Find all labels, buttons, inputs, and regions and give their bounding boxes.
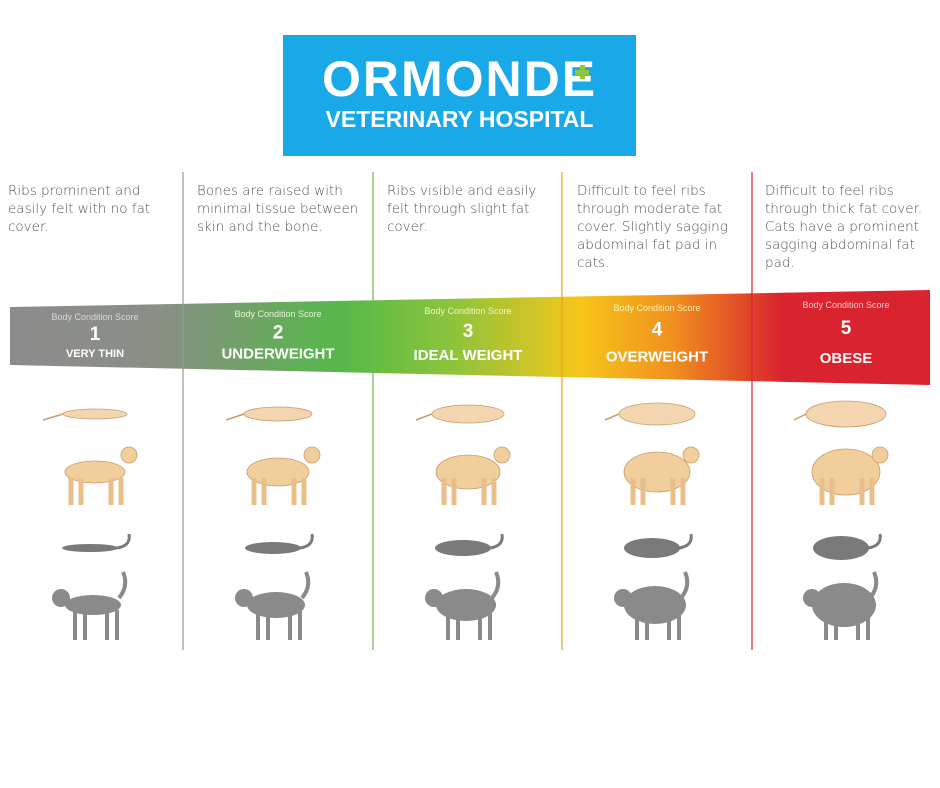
- cat-head: [235, 589, 253, 607]
- dog-head: [871, 446, 889, 464]
- score-label: Body Condition Score: [424, 306, 511, 316]
- score-label: Body Condition Score: [613, 303, 700, 313]
- dog-top: [805, 400, 887, 428]
- cat-body: [247, 592, 305, 618]
- dog-head: [303, 446, 321, 464]
- score-name: UNDERWEIGHT: [221, 346, 334, 363]
- score-label: Body Condition Score: [51, 312, 138, 322]
- cat-tail: [117, 571, 128, 600]
- score-band: [10, 290, 930, 385]
- logo-title: ORMONDE: [321, 51, 598, 107]
- cat-head: [52, 589, 70, 607]
- score-name: VERY THIN: [66, 348, 124, 360]
- cat-body: [436, 589, 496, 621]
- cat-tail: [489, 533, 504, 550]
- dog-tail: [42, 413, 64, 421]
- cat-tail: [116, 533, 131, 550]
- score-name: OBESE: [820, 350, 873, 367]
- description: Difficult to feel ribs through moderate …: [577, 183, 728, 271]
- description: Ribs prominent and easily felt with no f…: [8, 183, 151, 235]
- cat-tail: [300, 571, 311, 600]
- cat-top: [624, 538, 680, 558]
- dog-head: [682, 446, 700, 464]
- cat-head: [803, 589, 821, 607]
- dog-head: [120, 446, 138, 464]
- logo-subtitle: VETERINARY HOSPITAL: [325, 106, 594, 132]
- cat-tail: [299, 533, 314, 550]
- cat-tail: [678, 533, 693, 550]
- score-name: OVERWEIGHT: [606, 349, 708, 366]
- cat-tail: [868, 571, 879, 600]
- score-label: Body Condition Score: [234, 309, 321, 319]
- score-number: 1: [90, 324, 101, 345]
- dog-tail: [415, 413, 433, 421]
- cat-tail: [490, 571, 501, 600]
- cat-top: [435, 540, 491, 556]
- dog-body: [64, 460, 126, 484]
- cat-head: [614, 589, 632, 607]
- dog-tail: [604, 413, 620, 421]
- cat-top: [245, 542, 301, 554]
- cat-head: [425, 589, 443, 607]
- cat-top: [813, 536, 869, 560]
- cat-tail: [679, 571, 690, 600]
- score-label: Body Condition Score: [802, 300, 889, 310]
- logo-plus: [575, 65, 589, 79]
- dog-top: [243, 406, 313, 422]
- dog-tail: [793, 413, 807, 421]
- cat-body: [624, 586, 686, 624]
- score-number: 3: [463, 321, 474, 342]
- logo: ORMONDE VETERINARY HOSPITAL: [283, 35, 636, 156]
- dog-head: [493, 446, 511, 464]
- score-number: 4: [652, 320, 663, 341]
- score-number: 5: [841, 318, 852, 339]
- cat-top: [62, 544, 118, 552]
- dog-top: [431, 404, 505, 424]
- description: Bones are raised with minimal tissue bet…: [197, 183, 359, 235]
- dog-tail: [225, 413, 245, 421]
- description: Ribs visible and easily felt through sli…: [387, 183, 537, 235]
- description: Difficult to feel ribs through thick fat…: [765, 183, 923, 271]
- score-number: 2: [273, 323, 284, 344]
- score-name: IDEAL WEIGHT: [414, 347, 523, 364]
- cat-tail: [867, 533, 882, 550]
- dog-top: [618, 402, 696, 426]
- dog-top: [62, 408, 128, 420]
